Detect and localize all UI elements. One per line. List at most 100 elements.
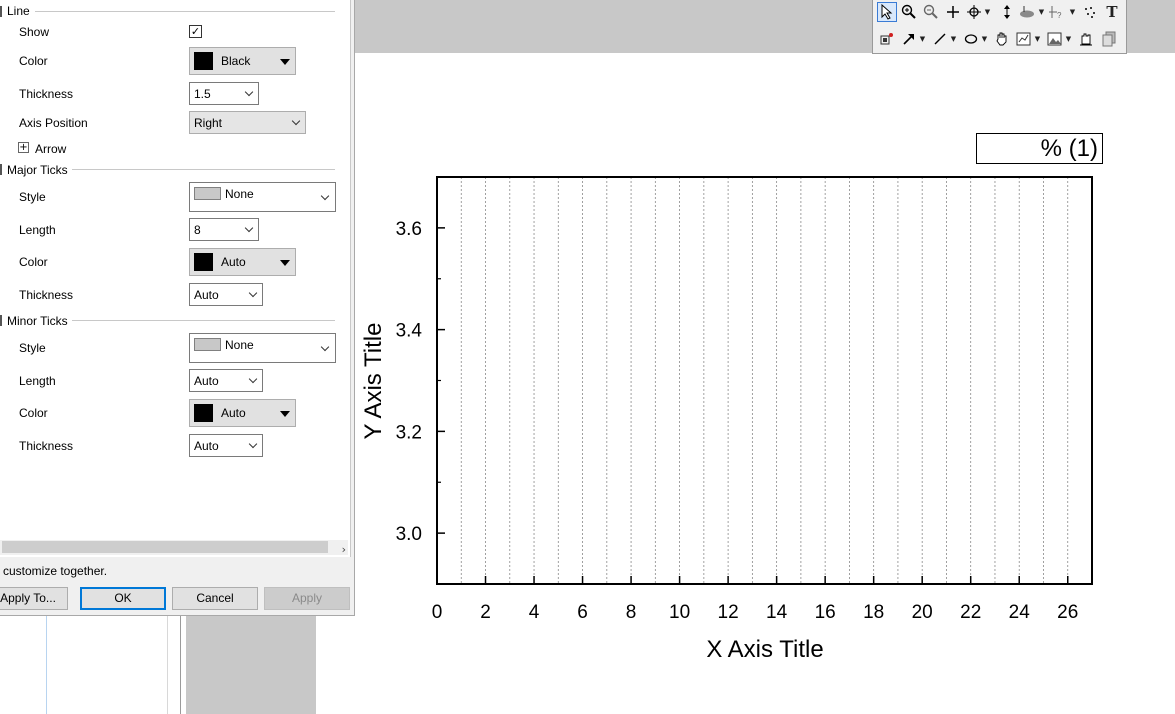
text-tool-icon[interactable]: T <box>1106 3 1118 21</box>
line-thickness-combo[interactable]: 1.5 <box>189 82 259 105</box>
scrollbar-thumb[interactable] <box>2 541 328 553</box>
dropdown-arrow-icon <box>280 411 290 417</box>
pointer-icon[interactable] <box>877 2 897 22</box>
insert-image-icon[interactable] <box>1045 29 1065 49</box>
major-length-value: 8 <box>194 223 201 237</box>
minor-length-label: Length <box>19 374 56 388</box>
minor-color-button[interactable]: Auto <box>189 399 296 427</box>
x-tick-label: 26 <box>1057 602 1078 623</box>
data-reader-icon[interactable] <box>964 2 984 22</box>
pan-icon[interactable] <box>992 29 1012 49</box>
horizontal-scrollbar[interactable]: › <box>0 540 348 556</box>
minor-thickness-combo[interactable]: Auto <box>189 434 263 457</box>
style-swatch <box>194 338 221 351</box>
cancel-button[interactable]: Cancel <box>172 587 258 610</box>
chevron-down-icon <box>320 191 330 201</box>
minor-style-value: None <box>225 338 254 352</box>
add-layer-icon[interactable] <box>877 29 897 49</box>
plot-frame <box>436 176 1093 585</box>
x-axis-title: X Axis Title <box>706 636 823 663</box>
show-label: Show <box>19 25 50 39</box>
chevron-down-icon <box>248 374 258 384</box>
grid-layer <box>460 177 1069 584</box>
hand-icon[interactable] <box>1076 29 1096 49</box>
mask-icon[interactable] <box>1017 2 1037 22</box>
line-color-value: Black <box>221 54 251 68</box>
major-thickness-combo[interactable]: Auto <box>189 283 263 306</box>
chart-area[interactable]: 0 2 4 6 8 10 12 14 16 18 20 22 24 26 3.03.23.43.6 X A… <box>355 160 1155 670</box>
scatter-select-icon[interactable] <box>1080 2 1100 22</box>
graph-tools-toolbar: ▼ ▼ ? ▼ T ▼ ▼ ▼ ▼ ▼ <box>872 0 1127 54</box>
minor-thickness-value: Auto <box>194 439 219 453</box>
show-checkbox[interactable]: ✓ <box>189 25 202 38</box>
chevron-right-icon[interactable]: › <box>341 543 346 556</box>
apply-to-button[interactable]: Apply To... <box>0 587 68 610</box>
minor-length-combo[interactable]: Auto <box>189 369 263 392</box>
line-tool-icon[interactable] <box>930 29 950 49</box>
major-color-value: Auto <box>221 255 246 269</box>
style-swatch <box>194 187 221 200</box>
minor-color-label: Color <box>19 406 48 420</box>
ok-button[interactable]: OK <box>80 587 166 610</box>
chevron-down-icon[interactable]: ▼ <box>1038 8 1045 16</box>
arrow-label[interactable]: Arrow <box>35 142 67 156</box>
y-axis: 3.0 3.2 3.4 3.6 <box>396 176 445 585</box>
axis-properties-dialog: Line Show ✓ Color Black Thickness 1.5 Ax… <box>0 0 355 616</box>
zoom-out-icon[interactable] <box>921 2 941 22</box>
x-tick-label: 6 <box>577 602 588 623</box>
axis-position-select[interactable]: Right <box>189 111 306 134</box>
legend-box[interactable]: % (1) <box>976 133 1103 164</box>
x-tick-label: 2 <box>480 602 491 623</box>
group-marker <box>0 6 2 17</box>
group-divider <box>72 320 335 321</box>
major-style-select[interactable]: None <box>189 182 336 212</box>
layers-icon[interactable] <box>1099 29 1119 49</box>
major-style-label: Style <box>19 190 46 204</box>
group-marker <box>0 315 2 326</box>
y-tick-label: 3.2 <box>396 422 422 443</box>
line-color-button[interactable]: Black <box>189 47 296 75</box>
zoom-in-icon[interactable] <box>899 2 919 22</box>
line-group-label: Line <box>7 4 34 18</box>
chevron-down-icon[interactable]: ▼ <box>981 35 988 43</box>
y-axis-title: Y Axis Title <box>360 323 387 440</box>
workspace-divider <box>167 616 168 714</box>
minor-color-value: Auto <box>221 406 246 420</box>
chevron-down-icon <box>248 439 258 449</box>
group-divider <box>35 11 335 12</box>
major-color-button[interactable]: Auto <box>189 248 296 276</box>
minor-style-select[interactable]: None <box>189 333 336 363</box>
scale-icon[interactable] <box>997 2 1017 22</box>
line-color-label: Color <box>19 54 48 68</box>
x-tick-label: 12 <box>718 602 739 623</box>
chevron-down-icon[interactable]: ▼ <box>919 35 926 43</box>
line-thickness-value: 1.5 <box>194 87 211 101</box>
chevron-down-icon[interactable]: ▼ <box>1065 35 1072 43</box>
ellipse-tool-icon[interactable] <box>961 29 981 49</box>
color-swatch <box>194 52 213 70</box>
x-tick-label: 14 <box>766 602 788 623</box>
region-icon[interactable]: ? <box>1048 2 1068 22</box>
chevron-down-icon <box>248 288 258 298</box>
expand-icon[interactable]: + <box>18 142 29 153</box>
arrow-tool-icon[interactable] <box>899 29 919 49</box>
x-tick-label: 10 <box>669 602 690 623</box>
screen-reader-icon[interactable] <box>943 2 963 22</box>
axis-position-value: Right <box>194 116 223 130</box>
major-length-combo[interactable]: 8 <box>189 218 259 241</box>
chevron-down-icon[interactable]: ▼ <box>984 8 991 16</box>
chevron-down-icon <box>244 87 254 97</box>
y-tick-label: 3.0 <box>396 524 422 545</box>
apply-button[interactable]: Apply <box>264 587 350 610</box>
chevron-down-icon[interactable]: ▼ <box>1069 8 1076 16</box>
dropdown-arrow-icon <box>280 260 290 266</box>
chevron-down-icon[interactable]: ▼ <box>950 35 957 43</box>
x-tick-label: 24 <box>1009 602 1031 623</box>
chevron-down-icon <box>291 116 301 126</box>
status-text: customize together. <box>3 564 108 578</box>
insert-graph-icon[interactable] <box>1014 29 1034 49</box>
chevron-down-icon[interactable]: ▼ <box>1034 35 1041 43</box>
major-length-label: Length <box>19 223 56 237</box>
workspace-divider <box>180 616 181 714</box>
chevron-down-icon <box>320 342 330 352</box>
